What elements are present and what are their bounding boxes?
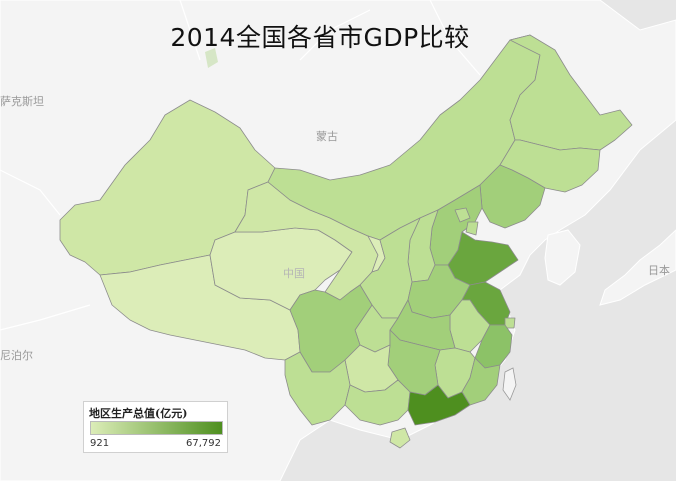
label-kazakhstan: 萨克斯坦 xyxy=(0,95,44,108)
province-yunnan[interactable] xyxy=(284,351,351,426)
label-japan: 日本 xyxy=(648,264,670,277)
japan-land xyxy=(599,229,676,306)
taiwan-land xyxy=(502,367,517,401)
label-china: 中国 xyxy=(283,267,305,280)
legend-title: 地区生产总值(亿元) xyxy=(89,407,188,420)
province-guangdong[interactable] xyxy=(407,384,471,426)
label-nepal: 尼泊尔 xyxy=(0,349,33,362)
korea-land xyxy=(544,229,581,286)
legend-max-label: 67,792 xyxy=(186,438,221,449)
gdp-legend: 地区生产总值(亿元) 921 67,792 xyxy=(83,401,228,453)
province-beijing[interactable] xyxy=(454,207,471,223)
page-title: 2014全国各省市GDP比较 xyxy=(170,23,470,52)
label-mongolia: 蒙古 xyxy=(316,130,338,143)
basemap-feature xyxy=(205,48,218,68)
border-lines xyxy=(0,0,481,331)
legend-min-label: 921 xyxy=(90,438,110,449)
province-hainan[interactable] xyxy=(389,427,411,449)
province-tianjin[interactable] xyxy=(465,221,479,236)
province-layer xyxy=(59,34,633,449)
legend-color-ramp xyxy=(90,421,223,435)
province-liaoning[interactable] xyxy=(479,164,546,229)
